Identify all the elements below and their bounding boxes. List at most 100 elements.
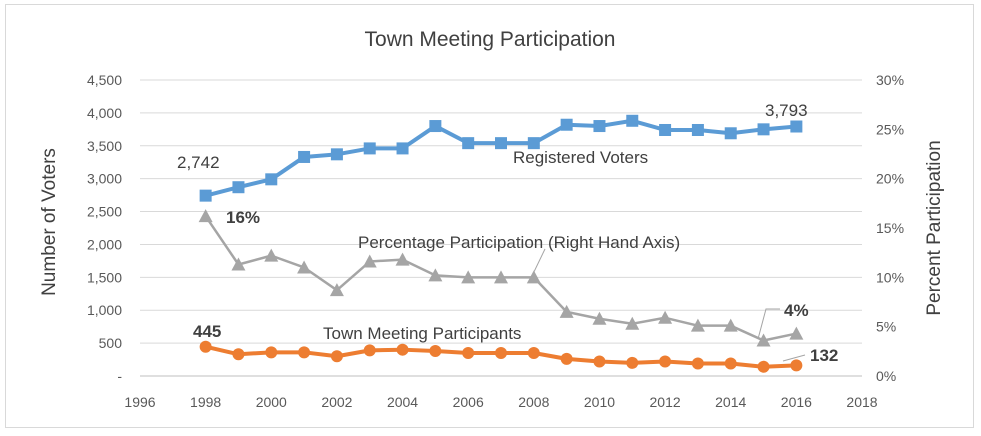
y2-axis-ticks: 0% 5% 10% 15% 20% 25% 30% (876, 72, 904, 384)
data-point-triangle (789, 326, 804, 340)
registered-voters-start-label: 2,742 (177, 153, 220, 172)
data-point-triangle (723, 318, 738, 332)
data-point-square (724, 127, 737, 140)
data-point-triangle (231, 257, 246, 271)
data-point-triangle (625, 316, 640, 330)
y2-tick-label: 15% (876, 220, 904, 236)
data-point-square (429, 120, 442, 133)
data-point-circle (232, 348, 245, 361)
chart-frame (5, 4, 974, 428)
data-point-triangle (461, 270, 476, 284)
y-tick-label: - (117, 368, 122, 384)
y-axis-label: Number of Voters (39, 148, 60, 296)
y2-tick-label: 0% (876, 368, 896, 384)
data-point-triangle (690, 318, 705, 332)
data-point-triangle (428, 268, 443, 282)
data-point-triangle (362, 254, 377, 268)
x-tick-label: 2002 (321, 394, 352, 410)
grid-lines (140, 79, 862, 344)
data-point-triangle (756, 333, 771, 347)
x-tick-label: 2004 (387, 394, 418, 410)
data-point-square (298, 150, 311, 163)
data-point-circle (199, 340, 212, 353)
y-tick-label: 1,500 (87, 269, 122, 285)
data-point-square (462, 137, 475, 150)
data-point-square (527, 137, 540, 150)
registered-voters-label: Registered Voters (513, 148, 648, 167)
x-tick-label: 1998 (190, 394, 221, 410)
data-point-circle (396, 343, 409, 356)
data-point-circle (593, 355, 606, 368)
data-point-triangle (395, 252, 410, 266)
y2-tick-label: 30% (876, 72, 904, 88)
data-point-circle (298, 346, 311, 359)
data-point-triangle (658, 310, 673, 324)
data-point-circle (429, 345, 442, 358)
percentage-participation-label: Percentage Participation (Right Hand Axi… (358, 233, 680, 252)
x-axis-ticks: 1996 1998 2000 2002 2004 2006 2008 2010 2012 2014… (124, 394, 877, 410)
y2-tick-label: 25% (876, 121, 904, 137)
chart-title: Town Meeting Participation (365, 28, 616, 51)
data-point-circle (462, 346, 475, 359)
town-meeting-participants-label: Town Meeting Participants (323, 324, 521, 343)
x-tick-label: 2014 (715, 394, 746, 410)
y-tick-label: 500 (99, 335, 123, 351)
x-tick-label: 1996 (124, 394, 155, 410)
percentage-start-label: 16% (226, 208, 260, 227)
data-point-circle (790, 359, 803, 372)
series-1 (198, 209, 804, 347)
series-0 (199, 114, 803, 202)
data-point-square (626, 114, 639, 127)
y2-tick-label: 10% (876, 269, 904, 285)
y2-tick-label: 20% (876, 171, 904, 187)
y-tick-label: 1,000 (87, 302, 122, 318)
series-2 (199, 340, 803, 373)
participants-end-label: 132 (810, 346, 838, 365)
data-point-circle (724, 357, 737, 370)
y-tick-label: 4,500 (87, 72, 122, 88)
data-point-square (560, 118, 573, 131)
data-point-square (199, 189, 212, 202)
x-tick-label: 2010 (584, 394, 615, 410)
data-point-square (232, 181, 245, 194)
data-point-triangle (592, 311, 607, 325)
data-point-circle (527, 346, 540, 359)
data-point-triangle (329, 283, 344, 297)
y2-tick-label: 5% (876, 319, 896, 335)
y-tick-label: 2,000 (87, 236, 122, 252)
x-tick-label: 2012 (650, 394, 681, 410)
data-point-circle (757, 360, 770, 373)
y-tick-label: 4,000 (87, 105, 122, 121)
series-line (205, 118, 797, 198)
data-point-circle (363, 344, 376, 357)
data-point-square (363, 142, 376, 155)
data-point-square (691, 123, 704, 136)
x-tick-label: 2006 (453, 394, 484, 410)
percentage-end-leader-line (757, 308, 780, 340)
data-point-square (330, 148, 343, 161)
percentage-end-label: 4% (784, 301, 809, 320)
series-layer (198, 114, 804, 373)
percentage-leader-line (531, 248, 546, 277)
participants-end-leader-line (782, 354, 806, 362)
y-axis-ticks: - 500 1,000 1,500 2,000 2,500 3,000 3,500 4,000 4… (87, 72, 122, 384)
x-tick-label: 2000 (256, 394, 287, 410)
y-tick-label: 3,000 (87, 171, 122, 187)
data-point-square (265, 173, 278, 186)
data-point-circle (626, 356, 639, 369)
data-point-triangle (297, 260, 312, 274)
data-point-circle (560, 352, 573, 365)
data-point-circle (495, 346, 507, 359)
data-point-triangle (494, 270, 508, 284)
data-point-circle (659, 355, 672, 368)
data-point-triangle (264, 248, 279, 262)
data-point-square (790, 120, 803, 133)
x-tick-label: 2008 (518, 394, 549, 410)
registered-voters-end-label: 3,793 (765, 101, 808, 120)
data-point-square (593, 120, 606, 133)
data-point-triangle (559, 304, 574, 318)
data-point-square (659, 123, 672, 136)
data-point-circle (691, 357, 704, 370)
data-point-square (495, 137, 507, 150)
